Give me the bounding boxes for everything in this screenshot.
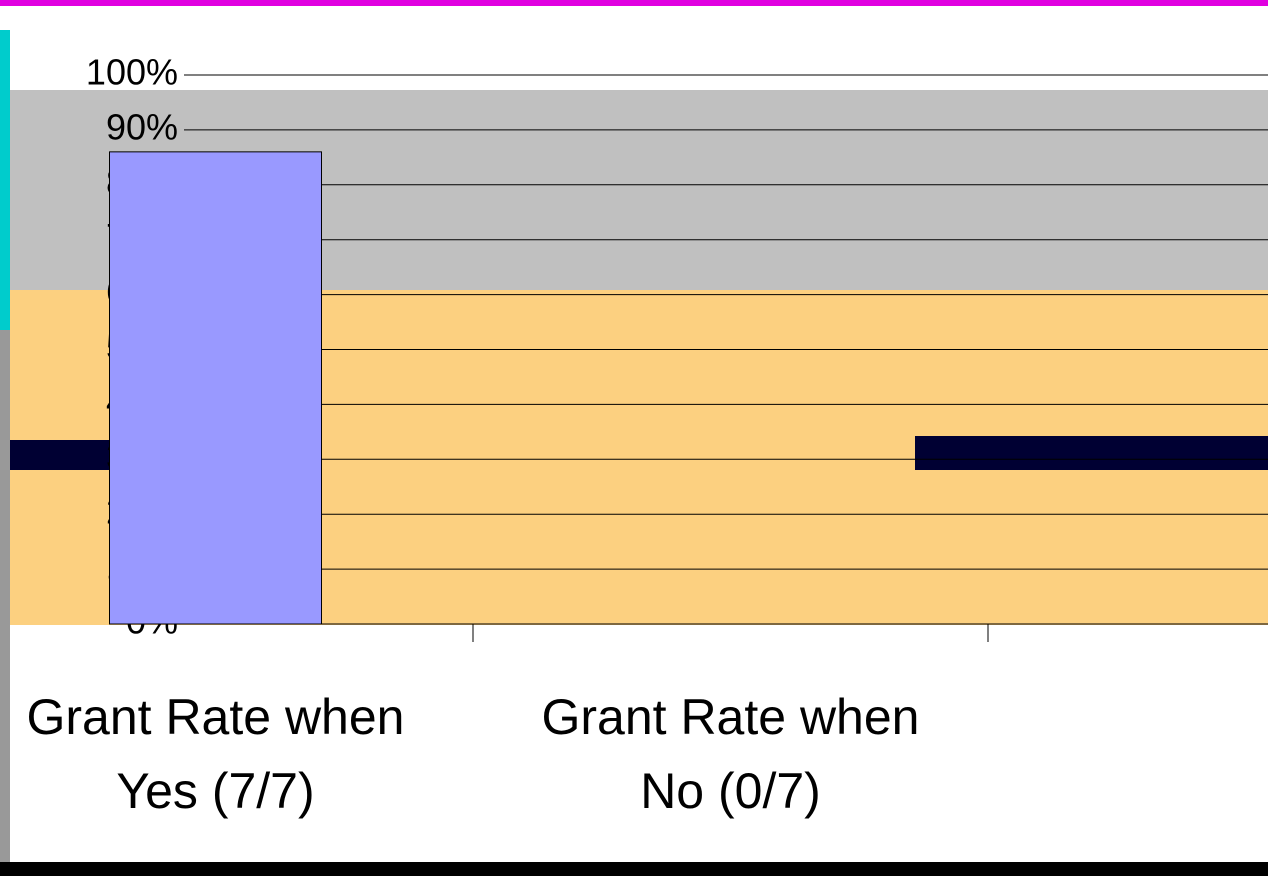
bar	[109, 151, 322, 625]
y-tick-label: 90%	[106, 106, 178, 147]
y-tick-label: 100%	[86, 52, 178, 93]
x-tick-label: Grant Rate when No (0/7)	[541, 689, 920, 819]
glitch-block	[915, 436, 1268, 470]
bottom-band	[0, 862, 1268, 876]
glitch-strip	[0, 30, 10, 330]
x-tick-label: Grant Rate when Yes (7/7)	[26, 689, 405, 819]
left-strip	[0, 330, 10, 876]
top-border	[0, 0, 1268, 6]
